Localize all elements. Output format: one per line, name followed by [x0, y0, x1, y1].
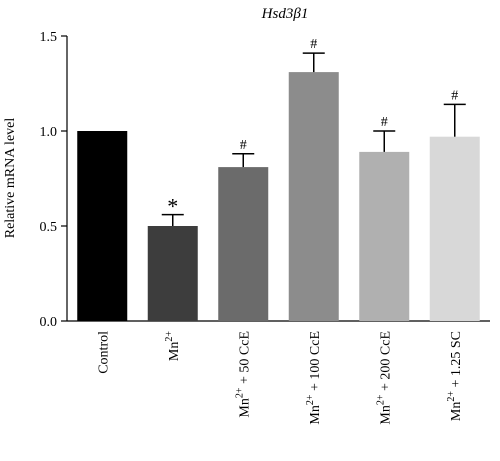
- bar: [147, 226, 198, 321]
- category-label-base: Mn: [308, 405, 323, 424]
- significance-marker: #: [240, 138, 247, 153]
- y-tick-label: 0.0: [40, 315, 58, 330]
- category-label-rest: + 1.25 SC: [449, 331, 464, 391]
- annotations: * # # # #: [167, 37, 458, 219]
- y-ticks: 0.0 0.5 1.0 1.5: [40, 30, 67, 330]
- category-label-base: Mn: [237, 398, 252, 417]
- x-category-label: Mn2+ + 50 CcE: [234, 331, 252, 418]
- x-category-label: Mn2+ + 1.25 SC: [446, 331, 464, 421]
- bar: [288, 72, 339, 321]
- category-label-base: Control: [96, 331, 111, 374]
- x-category-label: Mn2+ + 200 CcE: [375, 331, 393, 425]
- x-category-label: Control: [96, 331, 111, 374]
- significance-marker: *: [167, 194, 178, 219]
- category-label-superscript: 2+: [305, 394, 316, 405]
- significance-marker: #: [451, 88, 458, 103]
- category-label-base: Mn: [449, 402, 464, 421]
- category-label-superscript: 2+: [446, 391, 457, 402]
- category-label-base: Mn: [378, 405, 393, 424]
- bar: [218, 167, 269, 321]
- category-label-superscript: 2+: [164, 331, 175, 342]
- category-label-superscript: 2+: [234, 387, 245, 398]
- error-bars: [161, 52, 466, 226]
- y-tick-label: 0.5: [40, 220, 58, 235]
- category-label-superscript: 2+: [375, 394, 386, 405]
- y-tick-label: 1.5: [40, 30, 58, 45]
- chart-title: Hsd3β1: [261, 6, 309, 22]
- category-label-rest: + 200 CcE: [378, 331, 393, 395]
- significance-marker: #: [310, 37, 317, 52]
- category-label-rest: + 50 CcE: [237, 331, 252, 388]
- significance-marker: #: [381, 115, 388, 130]
- category-label-base: Mn: [167, 342, 182, 361]
- y-tick-label: 1.0: [40, 125, 58, 140]
- x-category-label: Mn2+ + 100 CcE: [305, 331, 323, 425]
- bar: [77, 131, 128, 321]
- bars: [77, 72, 480, 321]
- bar: [429, 136, 480, 321]
- x-category-label: Mn2+: [164, 331, 182, 361]
- bar: [359, 151, 410, 321]
- y-axis-label: Relative mRNA level: [3, 118, 18, 239]
- category-label-rest: + 100 CcE: [308, 331, 323, 395]
